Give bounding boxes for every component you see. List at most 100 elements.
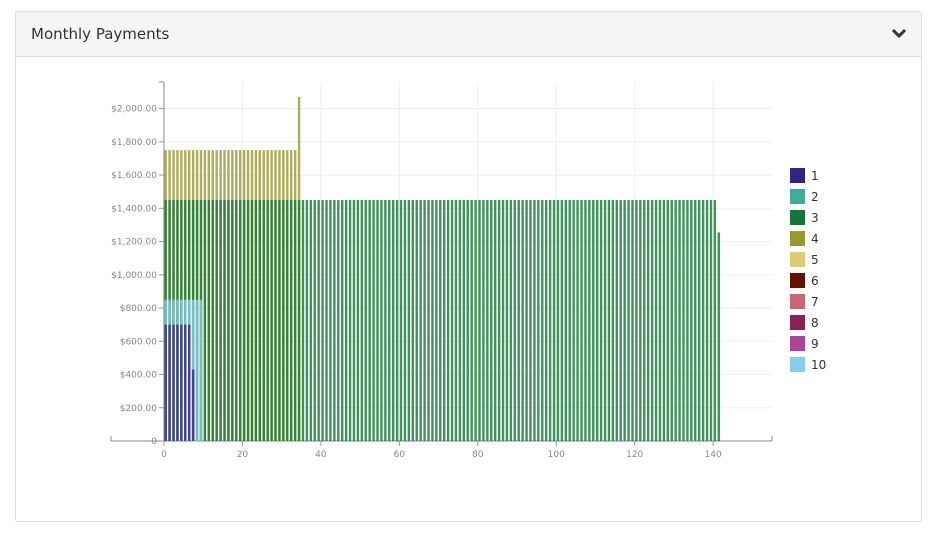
bar: [211, 200, 214, 441]
bar: [227, 200, 230, 441]
bar: [525, 200, 528, 441]
legend-label: 9: [811, 337, 819, 351]
legend-swatch: [790, 336, 805, 351]
bar: [270, 200, 273, 441]
bar: [701, 200, 705, 441]
legend-swatch: [790, 252, 805, 267]
bar: [533, 200, 536, 441]
bar: [266, 200, 269, 441]
bar: [686, 200, 689, 441]
bar: [548, 200, 552, 441]
bar: [658, 200, 662, 441]
bar: [541, 200, 544, 441]
bar: [478, 200, 481, 441]
collapse-icon[interactable]: [891, 28, 907, 40]
bar: [203, 200, 207, 441]
bar: [344, 200, 348, 441]
bar: [403, 200, 407, 441]
bar: [415, 200, 418, 441]
y-tick-label: $1,400.00: [111, 204, 157, 214]
bar: [180, 324, 183, 441]
bar: [666, 200, 670, 441]
bar: [682, 200, 685, 441]
bar: [529, 200, 532, 441]
bar: [607, 200, 611, 441]
legend-label: 4: [811, 232, 819, 246]
bar: [505, 200, 509, 441]
bar: [258, 200, 262, 441]
bar: [235, 200, 238, 441]
bar: [650, 200, 654, 441]
bar: [380, 200, 383, 441]
bar: [442, 200, 446, 441]
bar: [411, 200, 415, 441]
bar: [501, 200, 505, 441]
panel: Monthly Payments: [15, 11, 922, 522]
bar: [588, 200, 591, 441]
bar: [713, 200, 717, 441]
legend-swatch: [790, 231, 805, 246]
bar: [395, 200, 399, 441]
bar: [439, 200, 442, 441]
bar: [340, 200, 344, 441]
bar: [223, 200, 226, 441]
bar: [678, 200, 681, 441]
bar: [388, 200, 391, 441]
legend-label: 7: [811, 295, 819, 309]
bar: [717, 232, 721, 441]
bar: [191, 369, 195, 441]
panel-title: Monthly Payments: [31, 25, 170, 43]
bar: [466, 200, 469, 441]
bar: [482, 200, 485, 441]
bar: [560, 200, 564, 441]
bar: [627, 200, 630, 441]
bar: [407, 200, 411, 441]
legend-label: 6: [811, 274, 819, 288]
bar: [199, 299, 203, 441]
bar: [592, 200, 595, 441]
bar: [486, 200, 489, 441]
bar: [556, 200, 560, 441]
bar: [458, 200, 462, 441]
bar: [329, 200, 332, 441]
bar: [399, 200, 403, 441]
legend-swatch: [790, 357, 805, 372]
bar: [333, 200, 336, 441]
bar: [325, 200, 328, 441]
bar: [368, 200, 371, 441]
y-tick-label: $200.00: [120, 404, 157, 414]
bar: [360, 200, 364, 441]
legend-swatch: [790, 294, 805, 309]
y-tick-label: $1,200.00: [111, 238, 157, 248]
bar: [391, 200, 395, 441]
bar: [176, 324, 179, 441]
bar: [164, 324, 167, 441]
bar: [435, 200, 438, 441]
bar: [372, 200, 375, 441]
y-tick-label: $400.00: [120, 371, 157, 381]
bar: [595, 200, 599, 441]
bar: [376, 200, 379, 441]
y-tick-label: 0: [151, 437, 157, 447]
x-tick-label: 140: [705, 450, 722, 460]
bar: [356, 200, 360, 441]
x-tick-label: 100: [548, 450, 565, 460]
x-tick-label: 40: [315, 450, 327, 460]
bar: [278, 200, 281, 441]
bar: [352, 200, 356, 441]
bar: [364, 200, 367, 441]
bar: [517, 200, 520, 441]
y-tick-label: $1,800.00: [111, 138, 157, 148]
y-tick-label: $2,000.00: [111, 105, 157, 115]
bar: [250, 200, 254, 441]
bar: [646, 200, 650, 441]
panel-header[interactable]: Monthly Payments: [16, 12, 921, 57]
bar: [490, 200, 493, 441]
legend-swatch: [790, 210, 805, 225]
bar: [427, 200, 430, 441]
bar: [462, 200, 466, 441]
bar: [670, 200, 673, 441]
bar: [286, 200, 289, 441]
bar: [635, 200, 638, 441]
